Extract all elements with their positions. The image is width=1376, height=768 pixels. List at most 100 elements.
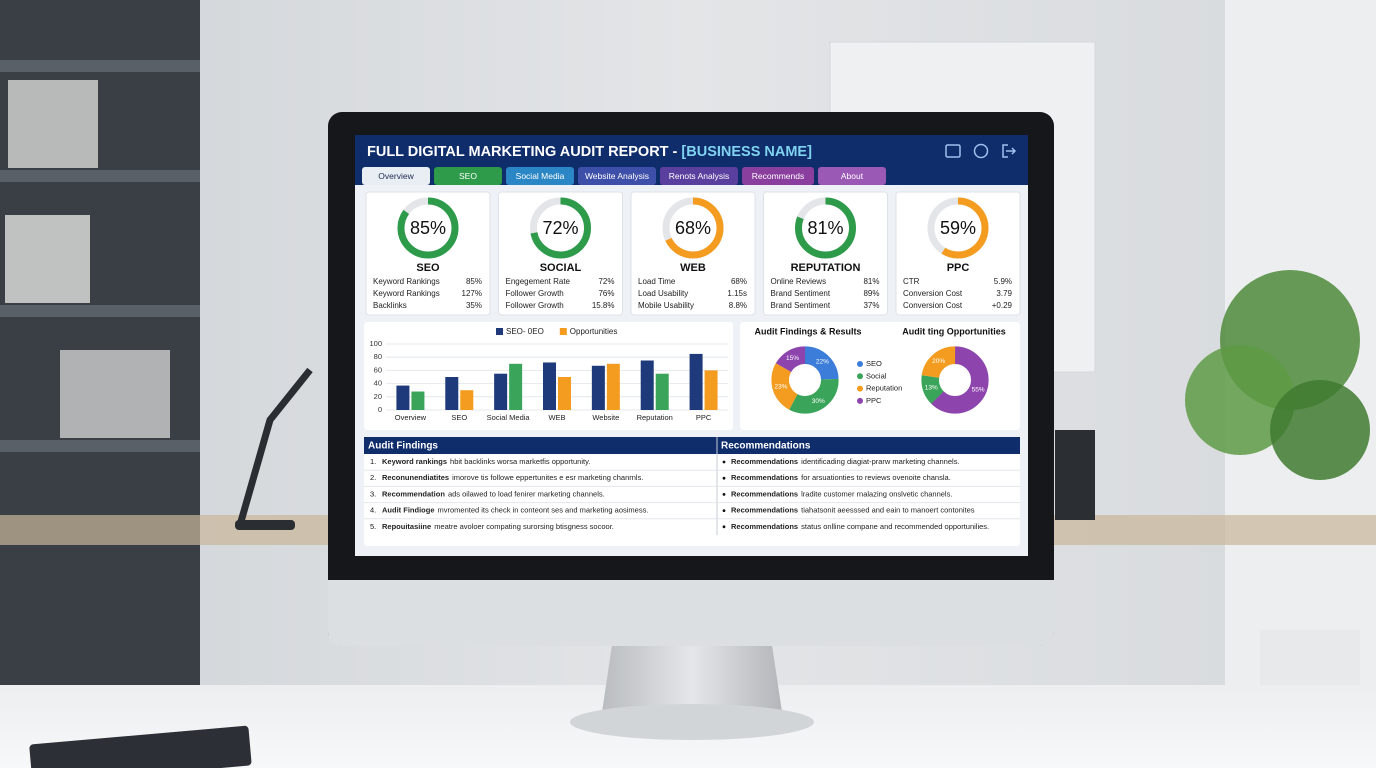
finding-lead: Recommendation [382,489,445,498]
kpi-row-label: Conversion Cost [903,289,963,298]
row-number: 4. [370,506,376,515]
bar [689,353,703,410]
recommendation-lead: Recommendations [731,522,798,531]
pie-title: Audit Findings & Results [755,326,862,336]
recommendation-lead: Recommendations [731,473,798,482]
kpi-name: SOCIAL [540,262,582,274]
legend-dot [857,397,863,404]
legend-swatch [496,328,503,335]
kpi-row-value: 81% [863,277,879,286]
recommendation-body: identificading diagiat-prarw marketing c… [801,457,959,466]
kpi-row-label: Brand Sentiment [771,289,831,298]
slice-label: 15% [786,355,799,362]
plant [1185,345,1295,455]
gauge-value: 68% [675,218,711,238]
recommendation-text: Recommendations identificading diagiat-pr… [731,457,960,466]
monitor-base [570,704,814,740]
y-tick-label: 100 [369,339,382,348]
kpi-row-label: Load Usability [638,289,688,298]
tab[interactable] [742,167,814,185]
kpi-row-label: Engegement Rate [506,277,571,286]
bar [591,365,605,410]
kpi-name: SEO [416,262,440,274]
tab[interactable] [578,167,656,185]
tab-label[interactable]: Recommends [752,171,804,181]
finding-body: hbit backlinks worsa marketfis opportuni… [450,457,590,466]
calendar-icon[interactable] [945,144,961,158]
slice-label: 13% [925,385,938,392]
x-tick-label: SEO [451,413,467,422]
recommendation-text: Recommendations tiahatsonit aeesssed and … [731,506,975,515]
kpi-row-value: 76% [598,289,614,298]
tab[interactable] [818,167,886,185]
table-title: Recommendations [721,441,811,452]
pie-stroke [770,345,840,415]
finding-lead: Repouitasiine [382,522,431,531]
gauge-arc [662,197,724,259]
finding-lead: Keyword rankings [382,457,447,466]
recommendation-body: for arsuationties to reviews ovenoite ch… [801,473,951,482]
kpi-row-label: Conversion Cost [903,301,963,310]
gauge-arc [530,197,591,259]
tab-label[interactable]: Social Media [516,171,565,181]
finding-lead: Reconunendiatites [382,473,449,482]
row-number: 2. [370,473,376,482]
slice-label: 22% [816,359,829,366]
help-icon[interactable] [973,143,989,159]
recommendation-lead: Recommendations [731,506,798,515]
x-tick-label: Reputation [637,413,673,422]
table-title: Audit Findings [368,441,438,452]
tab[interactable] [434,167,502,185]
tab[interactable] [506,167,574,185]
tab-label[interactable]: SEO [459,171,477,181]
gauge-arc [795,197,856,259]
x-tick-label: Social Media [487,413,531,422]
bar [411,391,425,410]
legend-swatch [559,328,567,335]
legend-dot [857,373,863,380]
pie-stroke [920,345,990,415]
shelf [0,60,200,72]
kpi-row-value: 8.8% [729,301,747,310]
tab-label[interactable]: Overview [378,171,414,181]
x-tick-label: Overview [395,413,427,422]
legend-label: Opportunities [570,327,618,336]
x-tick-label: Website [592,413,619,422]
books [60,350,170,438]
tab-label[interactable]: Website Analysis [585,171,649,181]
recommendation-text: Recommendations lradite customer rnalazin… [731,489,952,498]
kpi-row-value: 37% [863,301,879,310]
legend-label: Social [866,371,887,380]
kpi-name: WEB [680,262,706,274]
pie-slice [921,346,989,414]
tab-label[interactable]: About [841,171,864,181]
tab[interactable] [660,167,738,185]
pie-slice [771,346,839,414]
tab[interactable] [362,167,430,185]
desk-lamp-base [235,520,295,530]
finding-body: mvromented its check in conteont ses and… [438,506,649,515]
kpi-name: PPC [947,262,970,274]
bar [640,360,654,410]
finding-body: ads oilawed to load fenirer marketing ch… [448,489,605,498]
finding-text: Keyword rankings hbit backlinks worsa mar… [382,457,590,466]
y-tick-label: 0 [378,405,382,414]
bar [655,373,669,410]
tab-label[interactable]: Renots Analysis [669,171,729,181]
bar [606,363,620,410]
legend-label: SEO- 0EO [506,327,544,336]
finding-text: Reconunendiatites imorove tis followe epp… [382,473,643,482]
x-tick-label: PPC [696,413,712,422]
bullet [722,476,726,480]
logout-icon[interactable] [1002,144,1017,158]
row-number: 1. [370,457,376,466]
kpi-row-label: Follower Growth [506,289,564,298]
back-monitor [1055,430,1095,520]
bar [445,377,459,410]
bullet [722,493,726,496]
kpi-row-value: 72% [598,277,614,286]
finding-text: Recommendation ads oilawed to load fenire… [382,489,605,498]
x-tick-label: WEB [548,413,565,422]
bar [396,385,410,410]
